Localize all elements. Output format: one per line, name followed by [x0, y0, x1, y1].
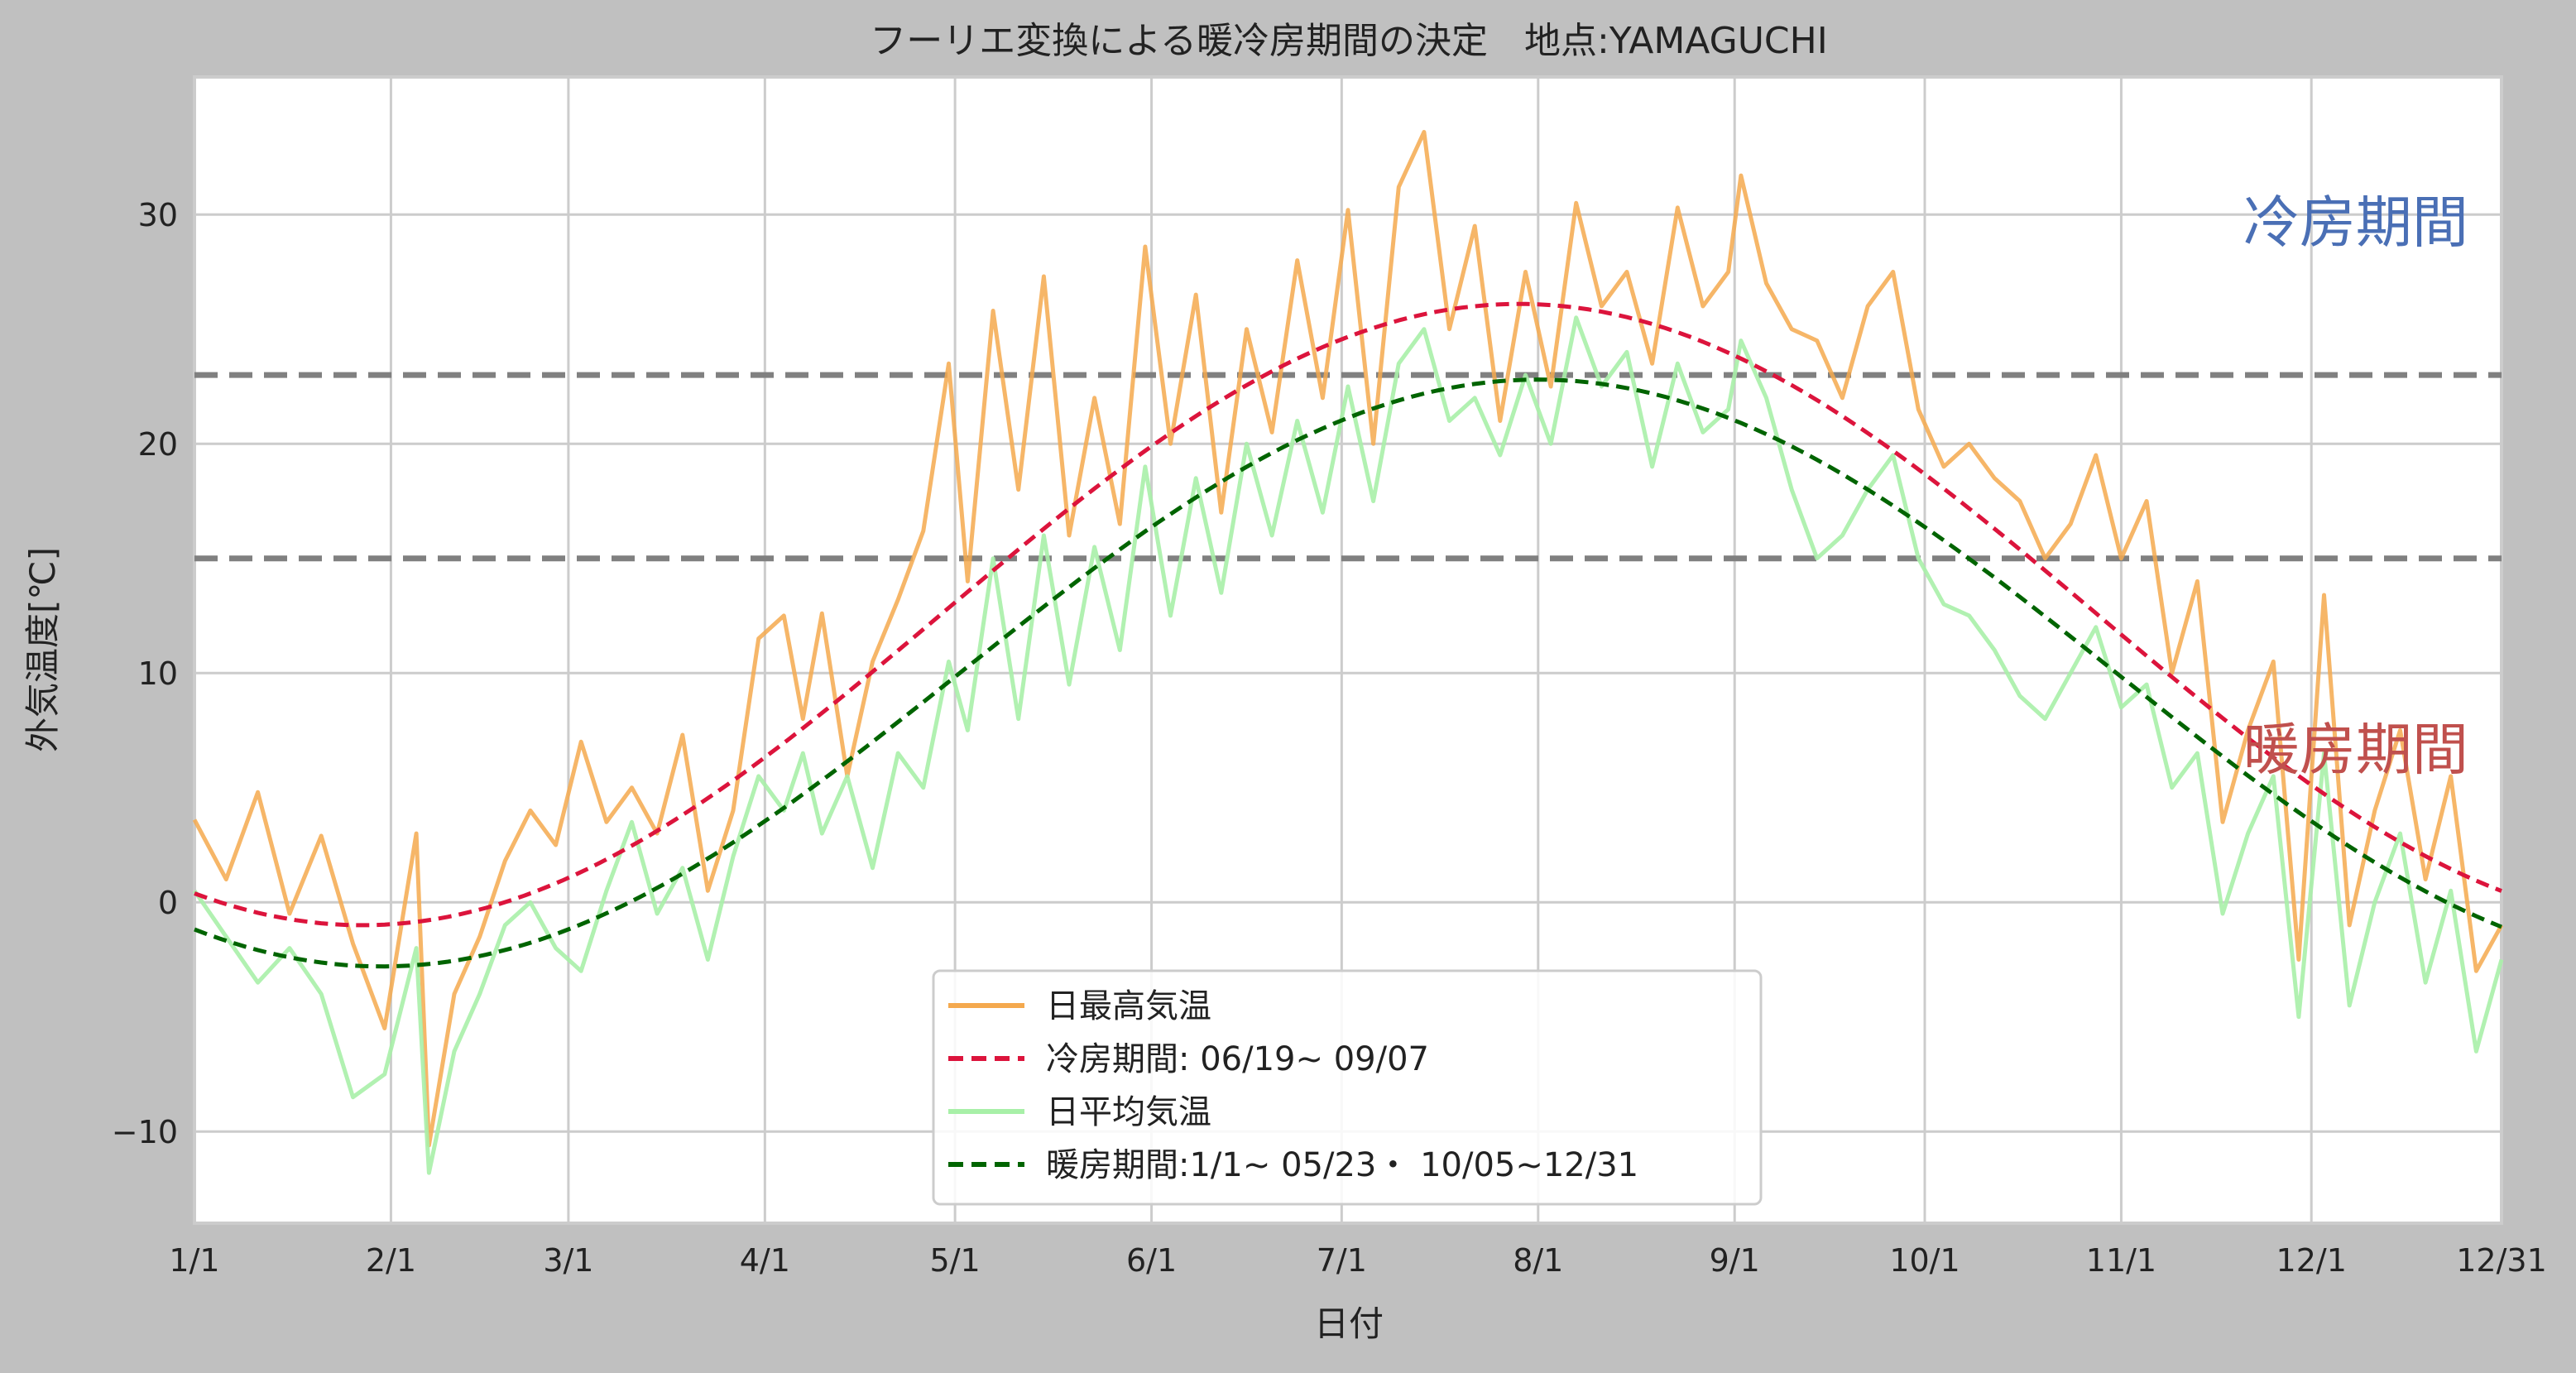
series-layer [192, 130, 2504, 1175]
x-tick-label: 8/1 [1513, 1242, 1563, 1279]
legend-entry: 日平均気温 [1046, 1093, 1211, 1131]
y-tick-label: −10 [112, 1114, 178, 1150]
legend-entry: 冷房期間: 06/19~ 09/07 [1046, 1040, 1429, 1078]
y-axis-label: 外気温度[℃] [22, 547, 63, 752]
x-tick-label: 10/1 [1889, 1242, 1960, 1279]
x-tick-label: 3/1 [543, 1242, 593, 1279]
y-tick-labels: −10 0 10 20 30 [112, 197, 178, 1150]
x-axis-label: 日付 [1314, 1303, 1384, 1344]
x-tick-label: 2/1 [366, 1242, 416, 1279]
legend-entry: 暖房期間:1/1~ 05/23・ 10/05~12/31 [1046, 1146, 1638, 1184]
x-tick-label: 4/1 [740, 1242, 790, 1279]
thresholds [194, 372, 2502, 562]
series-line-1 [194, 301, 2502, 928]
annotation-label: 暖房期間 [2243, 718, 2468, 784]
series-line-2 [192, 315, 2504, 1175]
annotation-label: 冷房期間 [2243, 190, 2468, 256]
y-tick-label: 10 [138, 655, 178, 692]
chart-title: フーリエ変換による暖冷房期間の決定 地点:YAMAGUCHI [870, 20, 1827, 62]
y-tick-label: 30 [138, 197, 178, 233]
y-tick-label: 0 [158, 885, 178, 921]
plot-frame [193, 75, 2503, 1225]
legend-entry: 日最高気温 [1046, 987, 1211, 1025]
x-tick-labels: 1/1 2/1 3/1 4/1 5/1 6/1 7/1 8/1 9/1 10/1 11/1 12/1 1… [169, 1242, 2546, 1279]
x-tick-label: 5/1 [930, 1242, 981, 1279]
x-tick-label: 7/1 [1317, 1242, 1367, 1279]
x-tick-label: 12/31 [2456, 1242, 2547, 1279]
y-tick-label: 20 [138, 426, 178, 463]
x-tick-label: 9/1 [1710, 1242, 1760, 1279]
x-tick-label: 6/1 [1126, 1242, 1177, 1279]
x-tick-label: 12/1 [2276, 1242, 2347, 1279]
series-line-3 [194, 377, 2502, 969]
legend-box [932, 969, 1763, 1206]
series-line-0 [192, 130, 2504, 1148]
x-tick-label: 11/1 [2086, 1242, 2156, 1279]
x-tick-label: 1/1 [169, 1242, 219, 1279]
